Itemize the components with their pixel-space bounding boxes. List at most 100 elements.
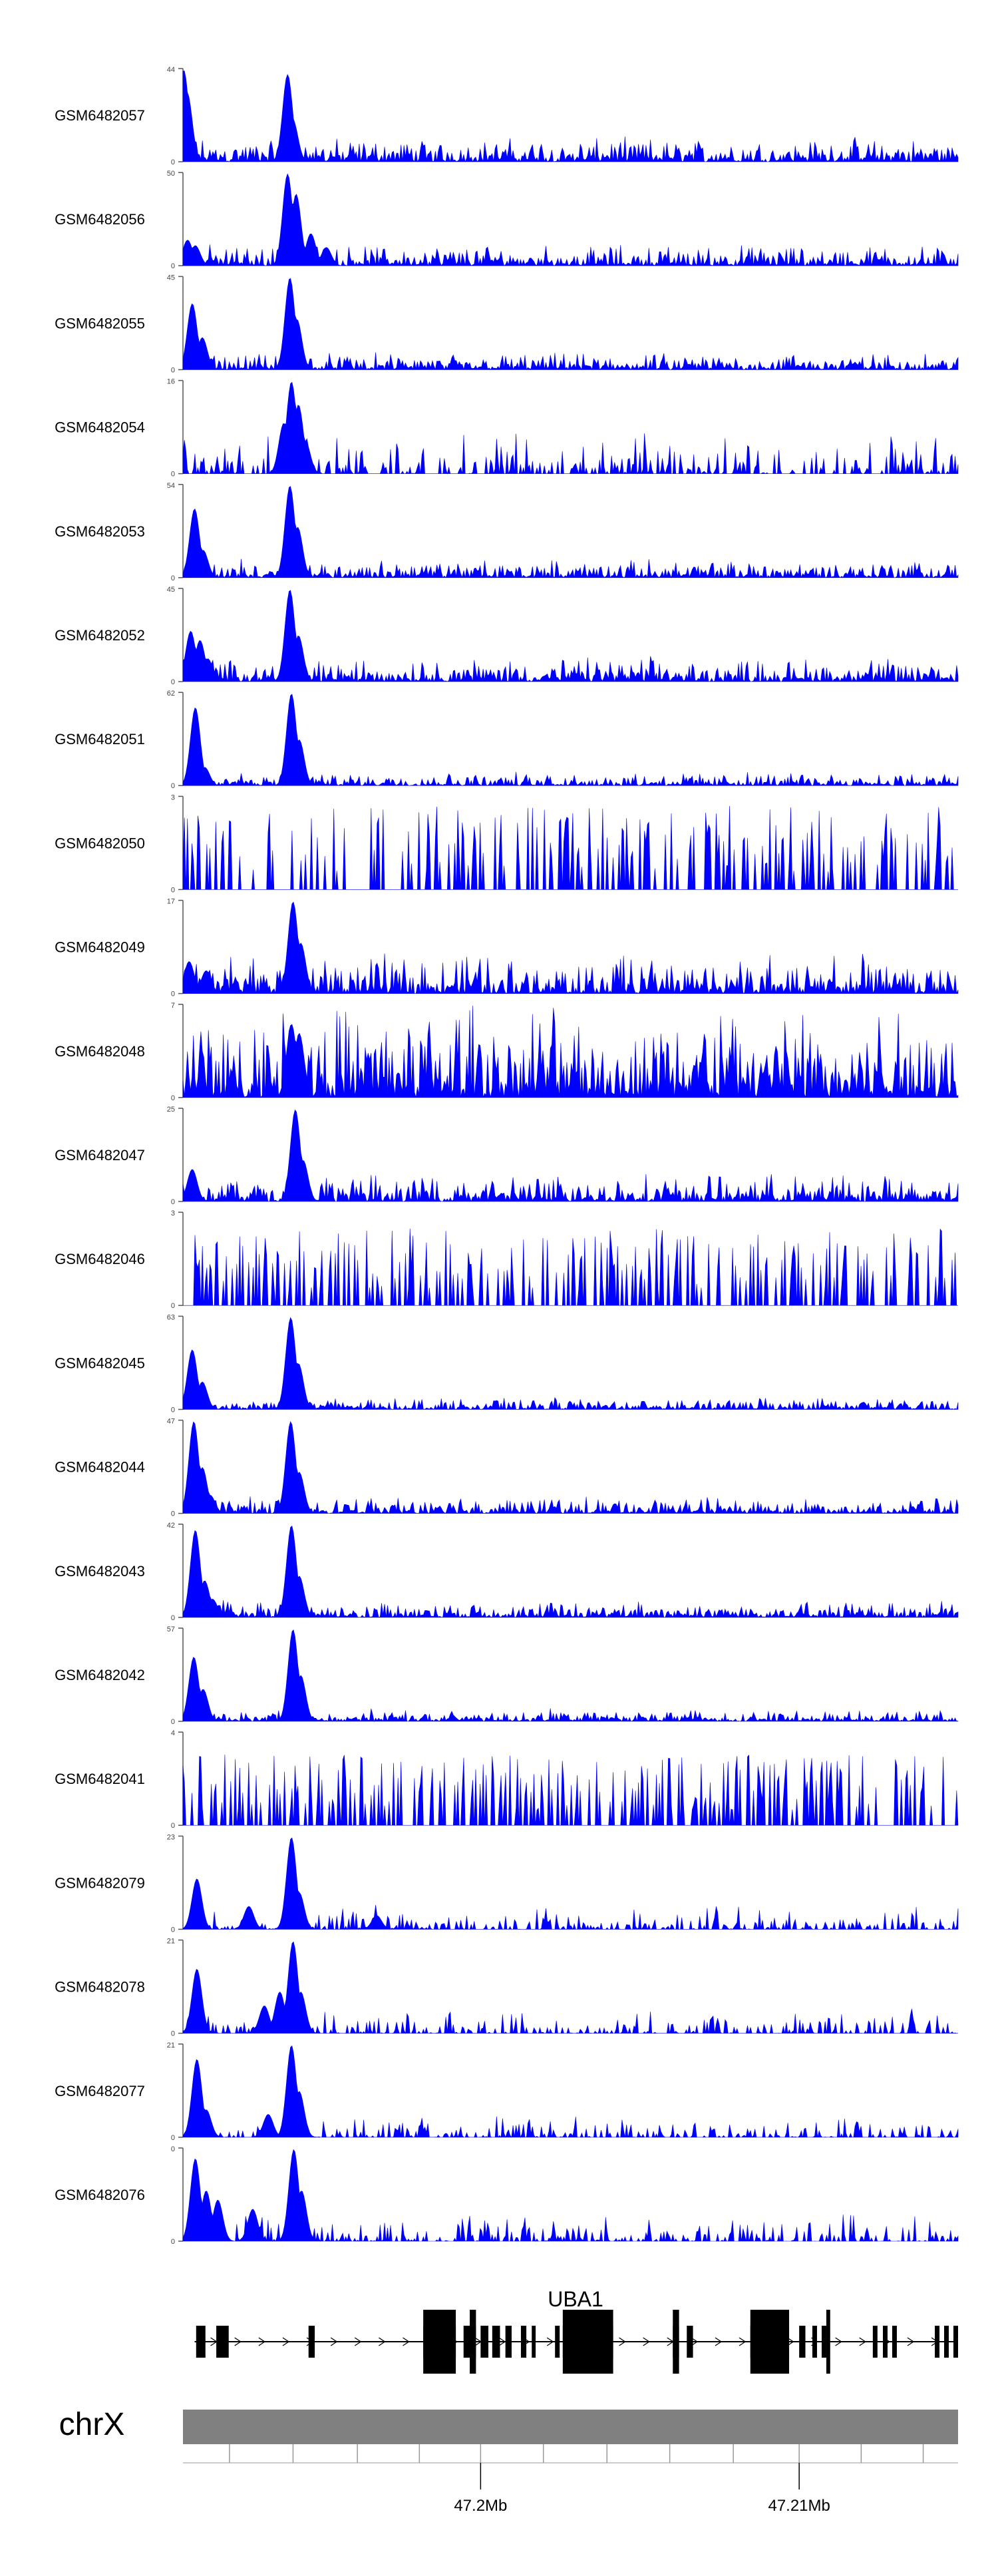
y-max-label: 7 xyxy=(171,1002,175,1010)
coverage-area xyxy=(182,901,959,994)
coverage-area xyxy=(182,71,959,162)
strand-arrow xyxy=(691,2337,699,2346)
gene-exon xyxy=(935,2326,940,2358)
y-min-label: 0 xyxy=(171,1510,175,1518)
y-min-label: 0 xyxy=(171,158,175,166)
gene-exon xyxy=(216,2326,229,2358)
y-max-label: 23 xyxy=(167,1833,175,1841)
sample-label: GSM6482048 xyxy=(55,1043,145,1060)
strand-arrow xyxy=(619,2337,626,2346)
coverage-track: GSM6482053 54 0 xyxy=(55,482,959,582)
y-min-label: 0 xyxy=(171,2030,175,2038)
coverage-track: GSM6482051 62 0 xyxy=(55,690,959,790)
gene-exon xyxy=(532,2326,536,2358)
strand-arrow xyxy=(643,2337,650,2346)
coverage-track: GSM6482047 25 0 xyxy=(55,1106,959,1206)
chromosome-band xyxy=(183,2410,958,2444)
y-max-label: 42 xyxy=(167,1522,175,1530)
coverage-area xyxy=(182,173,959,267)
strand-arrow xyxy=(546,2337,554,2346)
gene-exon xyxy=(492,2326,500,2358)
coverage-area xyxy=(183,1228,958,1306)
coverage-track: GSM6482049 17 0 xyxy=(55,898,959,998)
chromosome-label: chrX xyxy=(59,2407,125,2442)
coverage-track: GSM6482041 4 0 xyxy=(55,1729,959,1830)
gene-exon xyxy=(196,2326,206,2358)
sample-label: GSM6482051 xyxy=(55,731,145,748)
gene-exon xyxy=(821,2326,826,2358)
sample-label: GSM6482045 xyxy=(55,1355,145,1371)
gene-exon-coding xyxy=(826,2310,830,2374)
y-max-label: 50 xyxy=(167,170,175,178)
strand-arrow xyxy=(403,2337,410,2346)
coverage-track: GSM6482078 21 0 xyxy=(55,1938,958,2038)
sample-label: GSM6482076 xyxy=(55,2187,145,2203)
coverage-tracks: GSM6482057440GSM6482056500GSM6482055450G… xyxy=(55,66,959,2246)
gene-exon xyxy=(872,2326,878,2358)
gene-exon xyxy=(687,2326,693,2358)
coverage-area xyxy=(182,1420,959,1514)
coverage-area xyxy=(182,1941,958,2034)
y-min-label: 0 xyxy=(171,1406,175,1414)
gene-exon xyxy=(480,2326,489,2358)
y-min-label: 0 xyxy=(171,1198,175,1206)
strand-arrow xyxy=(282,2337,290,2346)
coverage-area xyxy=(182,2045,959,2138)
y-min-label: 0 xyxy=(171,366,175,374)
coverage-track: GSM6482077 21 0 xyxy=(55,2041,959,2142)
gene-exon xyxy=(882,2326,888,2358)
y-min-label: 0 xyxy=(171,262,175,270)
coverage-area xyxy=(182,694,959,786)
strand-arrow xyxy=(859,2337,866,2346)
coverage-area xyxy=(182,381,959,475)
coverage-track: GSM6482076 0 0 xyxy=(55,2145,959,2246)
y-max-label: 21 xyxy=(167,1938,175,1946)
strand-arrow xyxy=(379,2337,386,2346)
gene-exon xyxy=(799,2326,806,2358)
y-max-label: 45 xyxy=(167,586,175,594)
coverage-area xyxy=(182,278,959,371)
y-min-label: 0 xyxy=(171,782,175,790)
sample-label: GSM6482053 xyxy=(55,523,145,540)
y-min-label: 0 xyxy=(171,2134,175,2142)
coverage-area xyxy=(182,805,958,890)
sample-label: GSM6482044 xyxy=(55,1459,145,1476)
gene-exon-coding xyxy=(470,2310,476,2374)
gene-track: UBA1 xyxy=(194,2287,958,2374)
y-min-label: 0 xyxy=(171,471,175,479)
sample-label: GSM6482047 xyxy=(55,1147,145,1164)
coverage-area xyxy=(182,2149,959,2243)
gene-exon xyxy=(812,2326,817,2358)
y-min-label: 0 xyxy=(171,2238,175,2246)
gene-exon xyxy=(953,2326,958,2358)
sample-label: GSM6482049 xyxy=(55,939,145,956)
coverage-track: GSM6482079 23 0 xyxy=(55,1833,959,1934)
sample-label: GSM6482054 xyxy=(55,419,145,436)
coverage-track: GSM6482045 63 0 xyxy=(55,1313,959,1414)
coverage-area xyxy=(182,486,959,578)
y-max-label: 17 xyxy=(167,898,175,906)
gene-exon xyxy=(944,2326,949,2358)
gene-exon-coding xyxy=(750,2310,790,2374)
y-max-label: 63 xyxy=(167,1313,175,1321)
y-max-label: 47 xyxy=(167,1418,175,1426)
gene-exon xyxy=(555,2326,560,2358)
y-max-label: 3 xyxy=(171,793,175,801)
sample-label: GSM6482078 xyxy=(55,1979,145,1996)
y-min-label: 0 xyxy=(171,574,175,582)
strand-arrow xyxy=(715,2337,723,2346)
coverage-area xyxy=(182,1317,959,1410)
y-max-label: 45 xyxy=(167,274,175,282)
y-max-label: 44 xyxy=(167,66,175,74)
y-max-label: 57 xyxy=(167,1625,175,1633)
sample-label: GSM6482077 xyxy=(55,2083,145,2099)
coverage-area xyxy=(182,1629,959,1722)
gene-exon xyxy=(308,2326,315,2358)
coverage-track: GSM6482046 3 0 xyxy=(55,1209,958,1310)
gene-exon-coding xyxy=(673,2310,679,2374)
y-min-label: 0 xyxy=(171,1614,175,1622)
sample-label: GSM6482079 xyxy=(55,1874,145,1891)
gene-exon-coding xyxy=(562,2310,613,2374)
y-min-label: 0 xyxy=(171,886,175,894)
